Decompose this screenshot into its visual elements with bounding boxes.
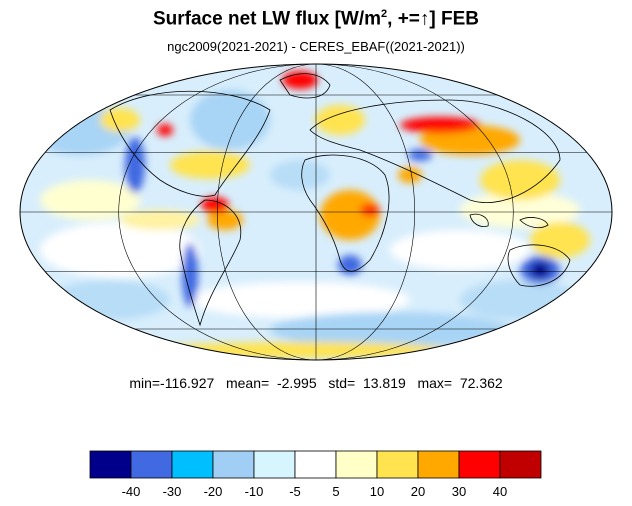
min-value: -116.927 (160, 375, 215, 391)
flux-patch (207, 210, 243, 230)
colorbar-tick-label: -10 (245, 484, 264, 499)
flux-patch (120, 210, 200, 230)
statistics-line: min=-116.927 mean= -2.995 std= 13.819 ma… (0, 375, 632, 391)
colorbar-tick-label: 10 (370, 484, 384, 499)
max-label: max= (417, 375, 453, 391)
flux-patch (398, 167, 422, 183)
title-text: Surface net LW flux [W/m (152, 8, 382, 30)
flux-patch (125, 137, 145, 193)
colorbar-box (89, 450, 132, 479)
mean-label: mean= (225, 375, 270, 391)
map-title: Surface net LW flux [W/m2, +=↑] FEB (0, 8, 632, 30)
flux-patch (270, 160, 330, 190)
colorbar-box (294, 450, 337, 479)
colorbar-box (130, 450, 173, 479)
colorbar-tick-label: 40 (493, 484, 507, 499)
flux-patch (360, 204, 380, 216)
flux-patch (400, 117, 480, 133)
colorbar-labels: -40 -30 -20 -10 -5 5 10 20 30 40 (122, 484, 508, 499)
coastlines (109, 73, 571, 327)
up-arrow-icon: ↑ (419, 8, 430, 30)
flux-patch (460, 192, 580, 228)
flux-patch (315, 105, 365, 135)
title-superscript: 2 (381, 8, 388, 20)
flux-patch (190, 90, 270, 150)
colorbar-tick-label: -5 (289, 484, 301, 499)
max-value: 72.362 (459, 375, 503, 391)
flux-patch (201, 197, 229, 213)
title-month: ] FEB (429, 8, 479, 30)
colorbar-box (376, 450, 419, 479)
flux-patch (40, 222, 200, 278)
std-value: 13.819 (362, 375, 406, 391)
flux-patch (408, 149, 432, 161)
colorbar-box (458, 450, 501, 479)
std-label: std= (328, 375, 356, 391)
flux-patch (40, 180, 140, 220)
title-sign: , += (387, 8, 420, 30)
colorbar-boxes (89, 450, 542, 479)
colorbar-box (417, 450, 460, 479)
colorbar-tick-label: -40 (122, 484, 141, 499)
colorbar-tick-label: 30 (452, 484, 466, 499)
colorbar-box (253, 450, 296, 479)
flux-patch (390, 230, 530, 270)
colorbar-tick-label: 5 (332, 484, 339, 499)
flux-patch (182, 243, 198, 307)
flux-patch (480, 160, 560, 200)
flux-patch (320, 190, 380, 240)
flux-patch (170, 151, 250, 179)
min-label: min= (129, 375, 161, 391)
flux-patch (157, 124, 173, 136)
mean-value: -2.995 (276, 375, 317, 391)
colorbar-tick-label: -20 (204, 484, 223, 499)
flux-patch (530, 262, 550, 278)
meridian-ellipse (217, 64, 415, 360)
map-subtitle: ngc2009(2021-2021) - CERES_EBAF((2021-20… (167, 39, 465, 54)
colorbar-box (171, 450, 214, 479)
flux-patch (530, 222, 590, 258)
colorbar-tick-label: 20 (411, 484, 425, 499)
flux-field (20, 64, 612, 360)
colorbar-box (499, 450, 542, 479)
meridian-ellipse (118, 64, 514, 360)
globe-outline (19, 63, 613, 361)
colorbar-box (212, 450, 255, 479)
flux-patch (190, 282, 410, 318)
flux-patch (100, 108, 140, 132)
colorbar-tick-label: -30 (163, 484, 182, 499)
colorbar-box (335, 450, 378, 479)
